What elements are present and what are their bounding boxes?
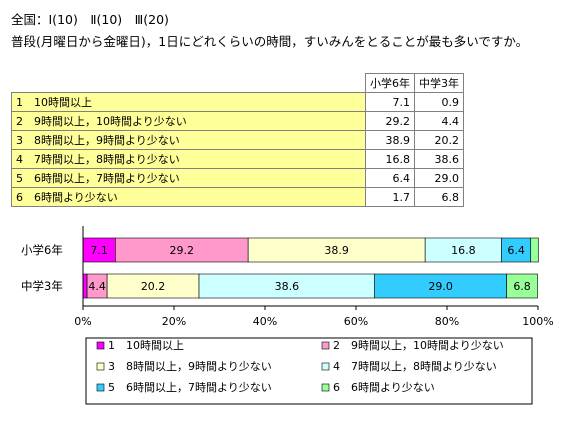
cell-grade9: 38.6 xyxy=(414,149,464,169)
category-label: 小学6年 xyxy=(21,243,63,257)
category-label: 中学3年 xyxy=(21,279,63,293)
data-label: 4.4 xyxy=(88,280,106,293)
legend-swatch xyxy=(96,383,105,392)
legend-label: 6 6時間より少ない xyxy=(333,381,435,394)
cell-grade6: 1.7 xyxy=(365,187,415,207)
x-tick-label: 100% xyxy=(522,315,553,328)
cell-grade9: 4.4 xyxy=(414,111,464,131)
legend-box xyxy=(85,337,533,405)
legend-label: 4 7時間以上，8時間より少ない xyxy=(333,360,497,373)
table-row: 4 7時間以上，8時間より少ない 16.8 38.6 xyxy=(11,149,464,169)
table-row: 1 10時間以上 7.1 0.9 xyxy=(11,92,464,112)
legend-swatch xyxy=(96,362,105,371)
column-header-grade6: 小学6年 xyxy=(365,73,415,93)
table-row: 6 6時間より少ない 1.7 6.8 xyxy=(11,187,464,207)
legend-label: 1 10時間以上 xyxy=(108,339,184,352)
bar-segment xyxy=(198,273,375,299)
legend-swatch xyxy=(321,341,330,350)
row-label: 4 7時間以上，8時間より少ない xyxy=(11,149,366,169)
cell-grade6: 16.8 xyxy=(365,149,415,169)
x-tick-label: 80% xyxy=(435,315,459,328)
row-label: 6 6時間より少ない xyxy=(11,187,366,207)
x-tick-label: 40% xyxy=(253,315,277,328)
data-label: 29.2 xyxy=(169,244,194,257)
results-table: 小学6年 中学3年 1 10時間以上 7.1 0.9 2 9時間以上，10時間より少な… xyxy=(11,73,464,207)
table-row: 2 9時間以上，10時間より少ない 29.2 4.4 xyxy=(11,111,464,131)
cell-grade9: 29.0 xyxy=(414,168,464,188)
bar-segment xyxy=(115,237,249,263)
survey-header: 全国：Ⅰ(10) Ⅱ(10) Ⅲ(20) xyxy=(11,12,169,27)
cell-grade6: 38.9 xyxy=(365,130,415,150)
bar-segment xyxy=(82,273,88,299)
row-label: 1 10時間以上 xyxy=(11,92,366,112)
legend-swatch xyxy=(321,383,330,392)
bar-segment xyxy=(82,237,116,263)
row-label: 2 9時間以上，10時間より少ない xyxy=(11,111,366,131)
data-label: 7.1 xyxy=(90,244,108,257)
x-tick-label: 60% xyxy=(344,315,368,328)
data-label: 16.8 xyxy=(451,244,476,257)
table-row: 5 6時間以上，7時間より少ない 6.4 29.0 xyxy=(11,168,464,188)
row-label: 5 6時間以上，7時間より少ない xyxy=(11,168,366,188)
legend-swatch xyxy=(321,362,330,371)
question-text: 普段(月曜日から金曜日)，1日にどれくらいの時間，すいみんをとることが最も多いで… xyxy=(11,34,529,49)
bar-segment xyxy=(506,273,538,299)
x-tick-label: 0% xyxy=(74,315,91,328)
data-label: 6.4 xyxy=(507,244,525,257)
data-label: 38.6 xyxy=(275,280,300,293)
x-tick-label: 20% xyxy=(162,315,186,328)
bar-segment xyxy=(247,237,426,263)
bar-segment xyxy=(374,273,507,299)
legend-label: 3 8時間以上，9時間より少ない xyxy=(108,360,272,373)
data-label: 6.8 xyxy=(513,280,531,293)
legend-label: 5 6時間以上，7時間より少ない xyxy=(108,381,272,394)
data-label: 38.9 xyxy=(324,244,349,257)
bar-segment xyxy=(424,237,502,263)
data-label: 29.0 xyxy=(428,280,453,293)
legend-label: 2 9時間以上，10時間より少ない xyxy=(333,339,504,352)
legend-swatch xyxy=(96,341,105,350)
cell-grade6: 7.1 xyxy=(365,92,415,112)
data-label: 20.2 xyxy=(141,280,166,293)
bar-segment xyxy=(106,273,200,299)
cell-grade9: 6.8 xyxy=(414,187,464,207)
bar-segment xyxy=(530,237,539,263)
